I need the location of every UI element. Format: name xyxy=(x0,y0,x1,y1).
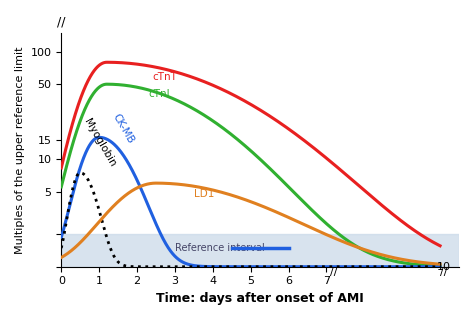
Text: //: // xyxy=(440,267,447,277)
Text: //: // xyxy=(57,15,65,28)
Text: cTnT: cTnT xyxy=(152,72,177,82)
Y-axis label: Multiples of the upper reference limit: Multiples of the upper reference limit xyxy=(15,46,25,253)
Text: //: // xyxy=(330,267,338,277)
Text: 10: 10 xyxy=(437,262,451,272)
Text: LD1: LD1 xyxy=(194,188,214,198)
Bar xyxy=(61,234,459,267)
Text: Reference interval: Reference interval xyxy=(175,243,264,253)
Text: CK-MB: CK-MB xyxy=(110,112,136,146)
X-axis label: Time: days after onset of AMI: Time: days after onset of AMI xyxy=(156,292,364,305)
Text: cTnI: cTnI xyxy=(148,89,170,99)
Text: Myoglobin: Myoglobin xyxy=(82,117,118,169)
